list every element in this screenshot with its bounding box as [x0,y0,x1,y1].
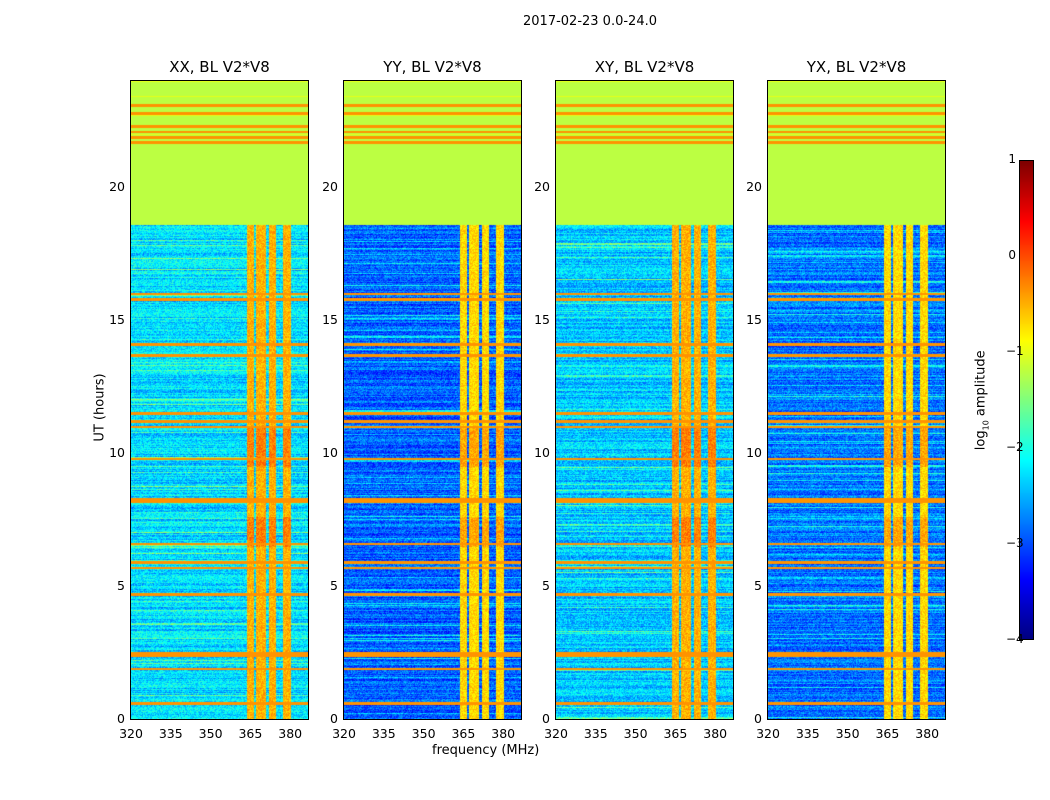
panel-title: XY, BL V2*V8 [594,58,695,76]
colorbar-tick-label: −1 [1006,344,1024,358]
x-tick-label: 365 [238,726,263,741]
x-tick-label: 335 [583,726,608,741]
panel-title: YY, BL V2*V8 [383,58,482,76]
y-axis-label: UT (hours) [92,373,108,442]
x-tick-label: 380 [278,726,303,741]
x-tick-label: 380 [915,726,940,741]
y-tick-label: 5 [542,578,550,594]
y-tick-label: 0 [117,711,125,726]
y-tick-label: 15 [534,312,550,328]
x-tick-label: 380 [491,726,516,741]
spectrogram-panel: YY, BL V2*V8 320 335 350 365 380 0 5 10 15 20 [322,58,522,741]
heatmap-image [344,81,521,719]
x-tick-label: 350 [198,726,223,741]
y-tick-label: 5 [330,578,338,594]
y-tick-label: 10 [534,445,550,461]
y-tick-label: 0 [754,711,762,726]
colorbar-tick-label: −2 [1006,440,1024,454]
y-tick-label: 0 [542,711,550,726]
axes-frame [555,80,734,720]
y-tick-label: 20 [534,179,550,195]
y-tick-label: 10 [109,445,125,461]
colorbar-tick-label: −3 [1006,536,1024,550]
axes-frame [343,80,522,720]
axes-frame [130,80,309,720]
x-tick-label: 365 [875,726,900,741]
x-tick-label: 335 [795,726,820,741]
x-tick-label: 320 [119,726,143,741]
heatmap-image [131,81,308,719]
y-tick-label: 15 [746,312,762,328]
x-tick-label: 350 [835,726,860,741]
x-tick-label: 320 [332,726,356,741]
y-tick-label: 0 [330,711,338,726]
colorbar-label: log10 amplitude [973,350,991,451]
y-tick-label: 20 [322,179,338,195]
y-tick-label: 10 [322,445,338,461]
colorbar-tick-label: 1 [1008,152,1016,166]
figure-title: 2017-02-23 0.0-24.0 [523,14,657,29]
y-tick-label: 10 [746,445,762,461]
y-tick-label: 15 [322,312,338,328]
spectrogram-panel: XY, BL V2*V8 320 335 350 365 380 0 5 10 15 20 [534,58,734,741]
x-tick-label: 365 [451,726,476,741]
y-tick-label: 20 [746,179,762,195]
spectrogram-panel: YX, BL V2*V8 320 335 350 365 380 0 5 10 15 20 [746,58,946,741]
y-tick-label: 5 [117,578,125,594]
heatmap-image [768,81,945,719]
x-axis-label: frequency (MHz) [432,743,540,758]
x-tick-label: 380 [703,726,728,741]
x-tick-label: 320 [756,726,780,741]
spectrogram-panel: XX, BL V2*V8 320 335 350 365 380 0 5 10 15 20 [109,58,309,741]
y-tick-label: 5 [754,578,762,594]
colorbar [1019,160,1034,640]
y-tick-label: 20 [109,179,125,195]
panel-title: XX, BL V2*V8 [169,58,270,76]
x-tick-label: 350 [623,726,648,741]
heatmap-image [556,81,733,719]
axes-frame [767,80,946,720]
x-tick-label: 350 [411,726,436,741]
y-tick-label: 15 [109,312,125,328]
x-tick-label: 320 [544,726,568,741]
x-tick-label: 335 [371,726,396,741]
x-tick-label: 335 [158,726,183,741]
colorbar-tick-label: 0 [1008,248,1016,262]
x-tick-label: 365 [663,726,688,741]
panel-title: YX, BL V2*V8 [806,58,907,76]
colorbar-tick-label: −4 [1006,632,1024,646]
